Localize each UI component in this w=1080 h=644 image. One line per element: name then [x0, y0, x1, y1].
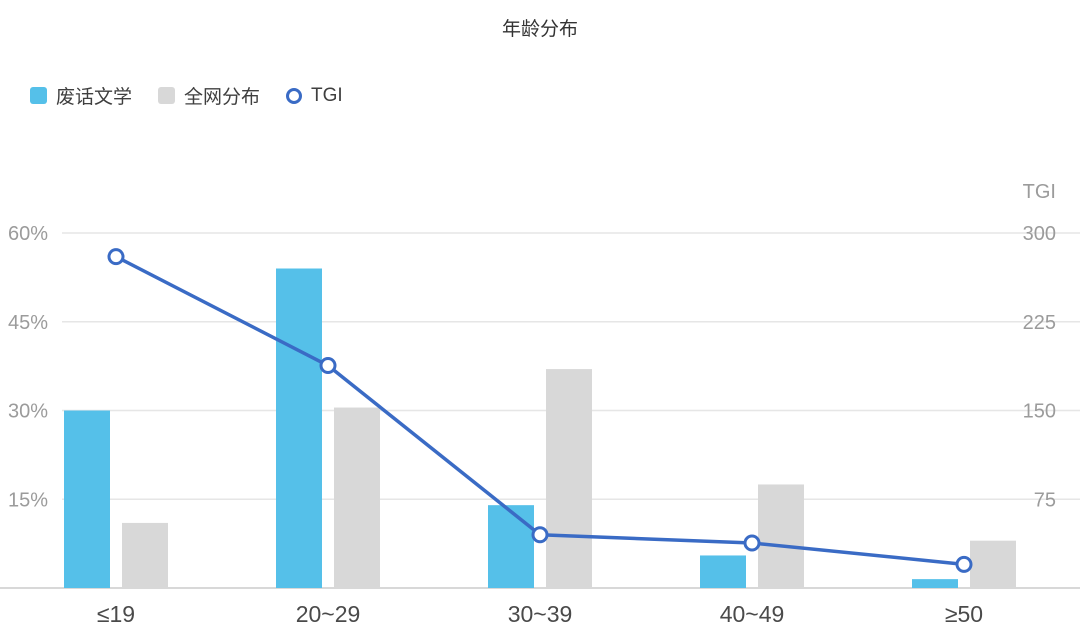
bar-全网分布-30~39 — [546, 369, 592, 588]
chart-legend: 废话文学 全网分布 TGI — [30, 82, 343, 109]
tgi-marker-30~39 — [531, 526, 549, 544]
tgi-marker-≤19 — [107, 248, 125, 266]
x-axis-category-label: 20~29 — [296, 601, 361, 627]
bar-废话文学-≤19 — [64, 410, 110, 588]
x-axis-category-label: ≥50 — [945, 601, 983, 627]
legend-item-label: 废话文学 — [56, 87, 133, 108]
legend-item-quanwangfenbu[interactable]: 全网分布 — [158, 82, 260, 109]
legend-item-feihuawenxue[interactable]: 废话文学 — [30, 82, 132, 109]
line-series-marker-icon — [286, 87, 303, 104]
legend-item-label: 全网分布 — [184, 87, 261, 108]
bar-全网分布-≤19 — [122, 522, 168, 588]
tgi-marker-≥50 — [955, 555, 973, 573]
bar-废话文学-≥50 — [912, 579, 958, 588]
bar-废话文学-30~39 — [488, 505, 534, 588]
bar-全网分布-20~29 — [334, 407, 380, 588]
x-axis-category-label: 40~49 — [720, 601, 785, 627]
right-axis-tick-label: 150 — [1023, 401, 1056, 423]
x-axis-category-label: 30~39 — [508, 601, 573, 627]
left-axis-tick-label: 30% — [8, 401, 48, 423]
bar-废话文学-40~49 — [700, 555, 746, 588]
chart-title: 年龄分布 — [501, 19, 578, 40]
bar-全网分布-≥50 — [970, 540, 1016, 588]
left-axis-tick-label: 60% — [8, 223, 48, 245]
right-axis-tick-label: 225 — [1023, 312, 1056, 334]
tgi-marker-40~49 — [743, 534, 761, 552]
left-axis-tick-label: 45% — [8, 312, 48, 334]
bar-series-2-swatch-icon — [158, 87, 176, 104]
bar-series-1-swatch-icon — [30, 87, 47, 104]
legend-item-tgi[interactable]: TGI — [286, 85, 343, 107]
right-axis-tick-label: 75 — [1034, 489, 1056, 511]
bar-全网分布-40~49 — [758, 484, 804, 588]
legend-item-label: TGI — [311, 84, 343, 106]
bar-废话文学-20~29 — [276, 268, 322, 588]
x-axis-category-label: ≤19 — [97, 601, 135, 627]
right-axis-title: TGI — [1023, 181, 1056, 203]
left-axis-tick-label: 15% — [8, 489, 48, 511]
tgi-marker-20~29 — [319, 357, 337, 375]
right-axis-tick-label: 300 — [1023, 223, 1056, 245]
